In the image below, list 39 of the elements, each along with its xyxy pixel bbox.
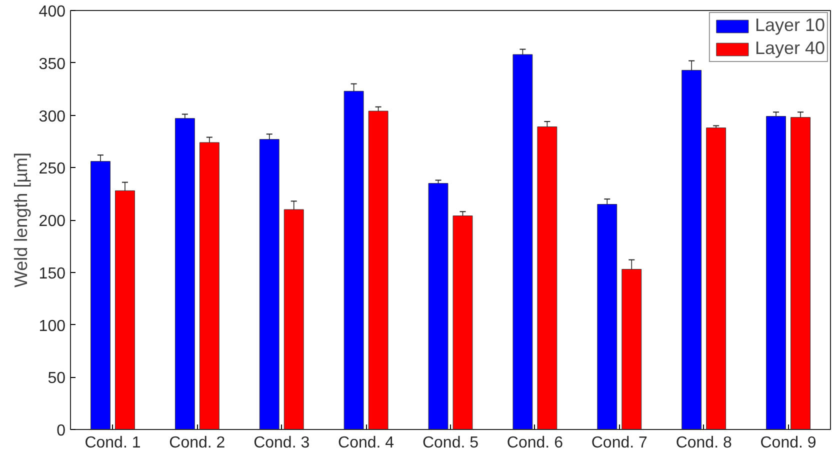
x-tick-label: Cond. 7 <box>591 434 648 452</box>
y-tick-label: 0 <box>56 422 66 440</box>
bar <box>174 118 195 430</box>
bar <box>790 117 810 430</box>
bar <box>368 110 388 430</box>
x-tick-label: Cond. 6 <box>506 434 564 452</box>
bar <box>622 268 642 430</box>
legend-label: Layer 10 <box>754 15 825 36</box>
y-tick-label: 150 <box>38 265 66 282</box>
x-tick-label: Cond. 9 <box>760 434 816 452</box>
x-tick-label: Cond. 5 <box>422 434 479 452</box>
bar <box>682 70 702 430</box>
y-tick-label: 200 <box>38 213 66 230</box>
bar <box>259 139 280 430</box>
x-tick-label: Cond. 4 <box>338 434 394 452</box>
bar <box>452 216 473 430</box>
bar <box>597 204 618 430</box>
bar <box>512 54 533 430</box>
bar <box>344 90 364 430</box>
bar <box>428 183 448 430</box>
bar <box>90 161 110 430</box>
y-tick-label: 50 <box>48 370 66 388</box>
x-tick-label: Cond. 3 <box>254 434 310 452</box>
bar <box>199 142 220 430</box>
x-tick-label: Cond. 8 <box>676 434 732 452</box>
legend-label: Layer 40 <box>754 38 825 59</box>
x-tick-label: Cond. 1 <box>84 434 141 452</box>
y-tick-label: 250 <box>38 160 66 178</box>
bar <box>284 209 304 430</box>
bar <box>706 128 726 430</box>
y-tick-label: 350 <box>38 56 66 73</box>
bar <box>766 116 786 430</box>
y-tick-label: 300 <box>38 108 66 126</box>
bar <box>537 126 558 430</box>
y-tick-label: 400 <box>38 4 66 20</box>
y-axis-title: Weld length [µm] <box>10 152 31 288</box>
y-tick-label: 100 <box>38 318 66 335</box>
x-tick-label: Cond. 2 <box>169 434 226 452</box>
bar <box>115 190 135 430</box>
